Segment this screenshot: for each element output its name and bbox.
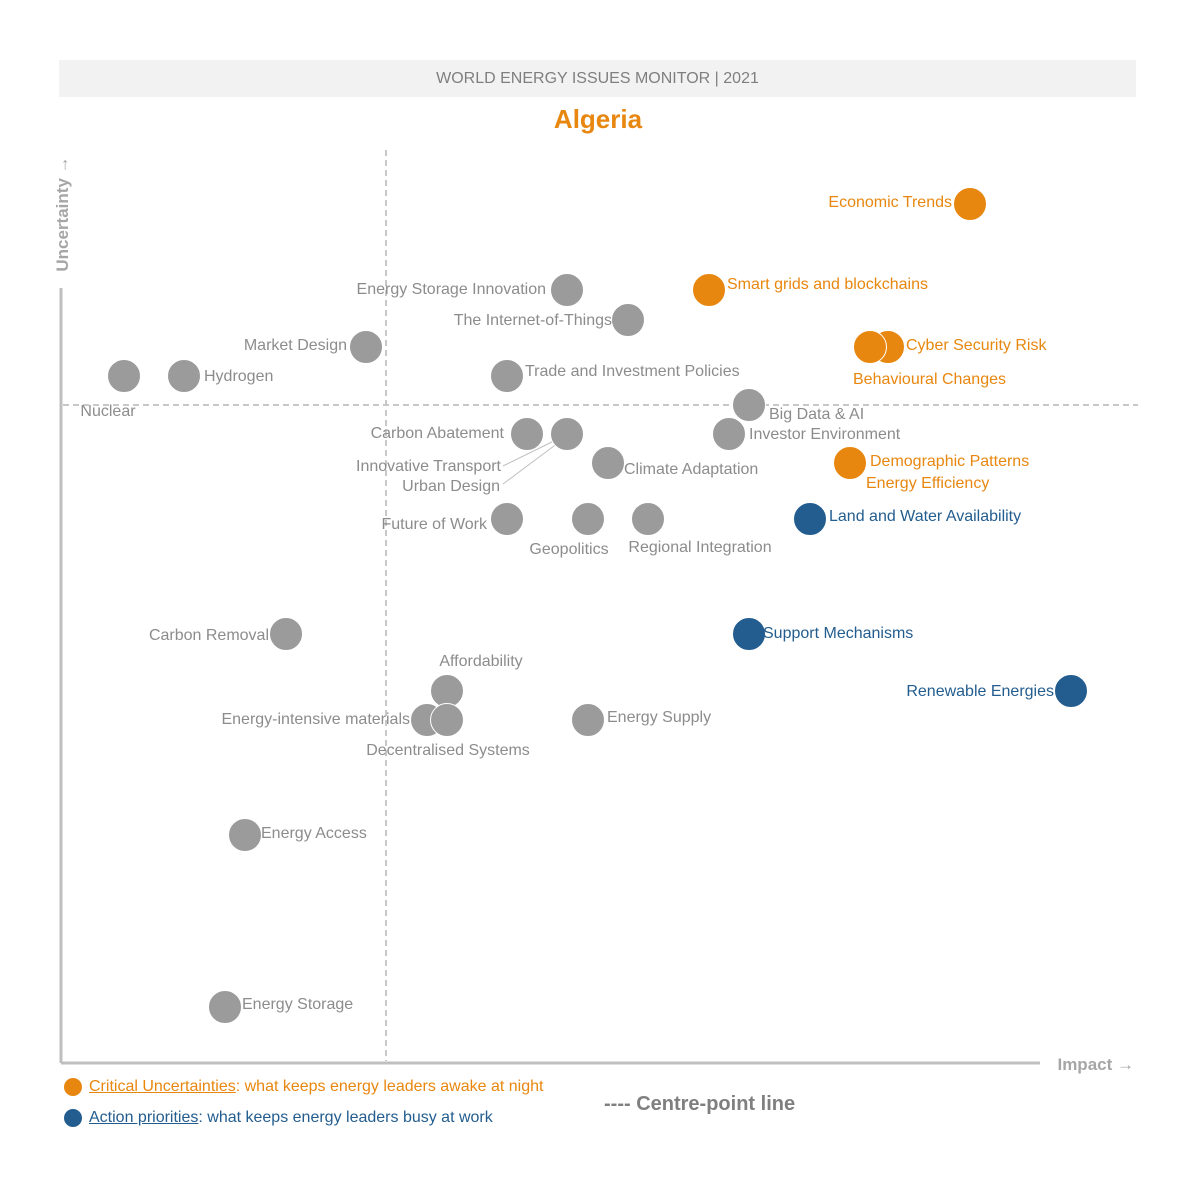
label-energy-intensive-materials: Energy-intensive materials [221,711,410,728]
legend-action-text: Action priorities: what keeps energy lea… [89,1109,493,1127]
label-leader-lines [502,437,563,485]
label-urban-design: Urban Design [402,478,500,495]
point-renewable-energies [1054,674,1088,708]
point-market-design [349,330,383,364]
point-energy-supply [571,703,605,737]
label-energy-supply: Energy Supply [607,709,711,726]
label-smart-grids-and-blockchains: Smart grids and blockchains [727,276,928,293]
point-geopolitics [571,502,605,536]
data-labels: Economic Trends Smart grids and blockchai… [80,194,1054,1013]
point-energy-storage [208,990,242,1024]
legend-critical-desc: : what keeps energy leaders awake at nig… [235,1078,544,1095]
label-trade-and-investment-policies: Trade and Investment Policies [525,363,740,380]
point-carbon-abatement [510,417,544,451]
point-trade-and-investment-policies [490,359,524,393]
legend-action: Action priorities: what keeps energy lea… [64,1109,493,1127]
label-climate-adaptation: Climate Adaptation [624,461,758,478]
label-geopolitics: Geopolitics [529,541,608,558]
label-the-internet-of-things: The Internet-of-Things [454,312,612,329]
label-decentralised-systems: Decentralised Systems [366,742,530,759]
label-hydrogen: Hydrogen [204,368,273,385]
point-big-data-ai [732,388,766,422]
label-land-and-water-availability: Land and Water Availability [829,508,1021,525]
leader-urban-design [502,439,563,485]
label-carbon-abatement: Carbon Abatement [371,425,505,442]
point-carbon-removal [269,617,303,651]
critical-dot-icon [64,1078,82,1096]
point-affordability [430,674,464,708]
report-banner: WORLD ENERGY ISSUES MONITOR | 2021 [59,60,1136,97]
label-energy-efficiency: Energy Efficiency [866,475,989,492]
label-big-data-ai: Big Data & AI [769,406,864,423]
leader-innovative-transport [502,437,561,467]
point-smart-grids-and-blockchains [692,273,726,307]
point-climate-adaptation [591,446,625,480]
label-nuclear: Nuclear [80,403,136,420]
label-cyber-security-risk: Cyber Security Risk [906,337,1047,354]
point-investor-environment [712,417,746,451]
label-demographic-patterns: Demographic Patterns [870,453,1029,470]
label-carbon-removal: Carbon Removal [149,627,269,644]
point-future-of-work [490,502,524,536]
legend-action-desc: : what keeps energy leaders busy at work [198,1109,493,1126]
y-axis-label: Uncertainty → [53,156,72,271]
label-investor-environment: Investor Environment [749,426,901,443]
point-regional-integration [631,502,665,536]
label-renewable-energies: Renewable Energies [906,683,1054,700]
label-energy-storage-innovation: Energy Storage Innovation [357,281,546,298]
label-economic-trends: Economic Trends [828,194,952,211]
axes: Uncertainty → Impact → [53,150,1138,1074]
label-affordability: Affordability [439,653,522,670]
point-energy-storage-innovation [550,273,584,307]
point-nuclear [107,359,141,393]
point-innovative-transport [550,417,584,451]
action-dot-icon [64,1109,82,1127]
centre-line-legend: ---- Centre-point line [604,1093,796,1115]
label-energy-storage: Energy Storage [242,996,353,1013]
point-energy-access [228,818,262,852]
x-axis-label: Impact → [1057,1055,1134,1074]
data-points [107,187,1088,1024]
label-support-mechanisms: Support Mechanisms [763,625,913,642]
point-behavioural-changes [853,330,887,364]
banner-title: WORLD ENERGY ISSUES MONITOR | 2021 [436,69,759,87]
point-land-and-water-availability [793,502,827,536]
point-the-internet-of-things [611,303,645,337]
label-regional-integration: Regional Integration [628,539,771,556]
legend-critical-text: Critical Uncertainties: what keeps energ… [89,1078,543,1096]
legend-critical-key: Critical Uncertainties [89,1078,236,1095]
label-behavioural-changes: Behavioural Changes [853,371,1006,388]
label-energy-access: Energy Access [261,825,367,842]
legend-critical: Critical Uncertainties: what keeps energ… [64,1078,543,1096]
point-decentralised-systems [430,703,464,737]
point-support-mechanisms [732,617,766,651]
legend-action-key: Action priorities [89,1109,199,1126]
point-economic-trends [953,187,987,221]
point-demographic-patterns [833,446,867,480]
country-title: Algeria [553,104,643,134]
point-hydrogen [167,359,201,393]
label-innovative-transport: Innovative Transport [356,458,502,475]
label-market-design: Market Design [244,337,347,354]
label-future-of-work: Future of Work [381,516,488,533]
